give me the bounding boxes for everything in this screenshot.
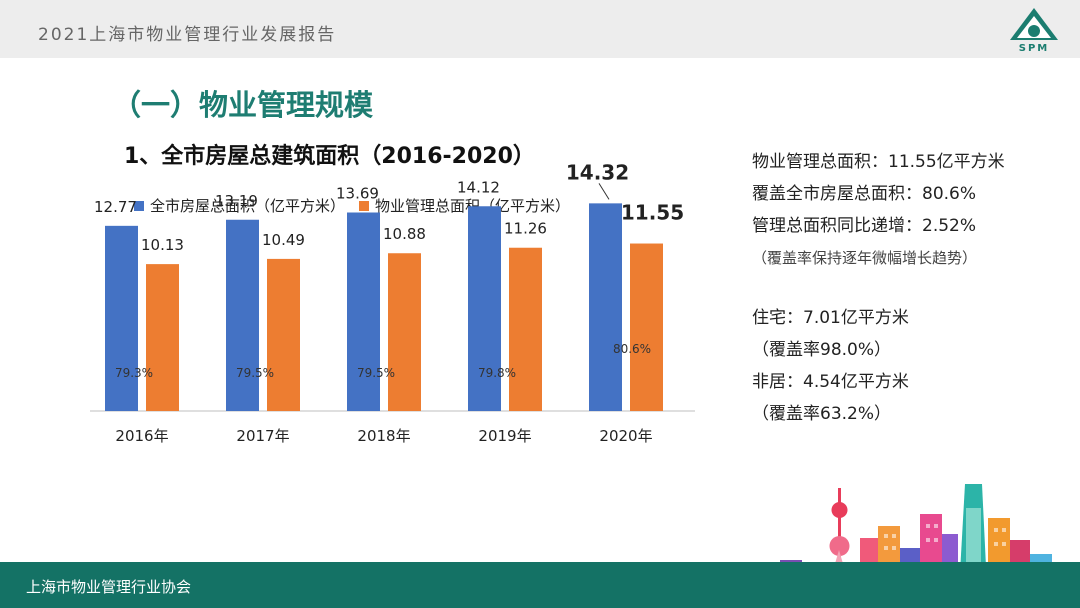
value-label-total-2018年: 13.69 [336, 184, 379, 202]
value-label-managed-2016年: 10.13 [141, 236, 184, 254]
bar-managed-2016年 [146, 264, 179, 411]
x-tick-label-2020年: 2020年 [599, 427, 652, 445]
stat-coverage-note: （覆盖率保持逐年微幅增长趋势） [752, 249, 978, 267]
stat-growth: 管理总面积同比递增：2.52% [752, 216, 977, 236]
spm-logo: SPM [1004, 6, 1064, 56]
footer-org-name: 上海市物业管理行业协会 [26, 578, 192, 596]
bar-total-2016年 [105, 225, 138, 411]
coverage-label-2017年: 79.5% [236, 366, 274, 380]
chart-title: 1、全市房屋总建筑面积（2016-2020） [124, 144, 535, 169]
report-title: 2021上海市物业管理行业发展报告 [38, 25, 337, 45]
bar-total-2018年 [347, 212, 380, 411]
legend-label-managed: 物业管理总面积（亿平方米） [375, 197, 571, 215]
coverage-label-2016年: 79.3% [115, 366, 153, 380]
stat-coverage: 覆盖全市房屋总面积：80.6% [752, 184, 977, 204]
bar-managed-2019年 [509, 247, 542, 411]
legend-swatch-blue [134, 200, 144, 211]
value-label-managed-2020年: 11.55 [621, 201, 684, 225]
x-tick-label-2019年: 2019年 [478, 427, 531, 445]
bar-managed-2020年 [630, 243, 663, 411]
value-label-managed-2019年: 11.26 [504, 220, 547, 238]
value-label-total-2017年: 13.19 [215, 192, 258, 210]
section-title: （一）物业管理规模 [112, 88, 374, 122]
header-band [0, 0, 1080, 58]
stat-residential: 住宅：7.01亿平方米 [752, 308, 909, 328]
stat-nonresidential: 非居：4.54亿平方米 [752, 372, 909, 392]
x-tick-label-2016年: 2016年 [115, 427, 168, 445]
legend-label-total: 全市房屋总面积（亿平方米） [150, 197, 346, 215]
legend-item-managed: 物业管理总面积（亿平方米） [359, 195, 570, 216]
value-label-total-2020年: 14.32 [566, 160, 629, 184]
footer-bar [0, 562, 1080, 608]
x-tick-label-2018年: 2018年 [357, 427, 410, 445]
stat-nonresidential-coverage: （覆盖率63.2%） [752, 404, 892, 424]
bar-total-2019年 [468, 206, 501, 411]
bar-managed-2017年 [267, 258, 300, 411]
legend-swatch-orange [359, 200, 370, 211]
value-label-total-2016年: 12.77 [94, 198, 137, 216]
value-label-total-2019年: 14.12 [457, 178, 500, 196]
stat-managed-area: 物业管理总面积：11.55亿平方米 [752, 152, 1005, 172]
value-label-managed-2017年: 10.49 [262, 231, 305, 249]
x-tick-label-2017年: 2017年 [236, 427, 289, 445]
coverage-label-2018年: 79.5% [357, 366, 395, 380]
logo-text: SPM [1018, 43, 1050, 54]
stat-residential-coverage: （覆盖率98.0%） [752, 340, 892, 360]
legend-item-total: 全市房屋总面积（亿平方米） [134, 195, 345, 216]
spm-logo-icon [1010, 8, 1058, 40]
chart-legend: 全市房屋总面积（亿平方米） 物业管理总面积（亿平方米） [134, 195, 584, 216]
coverage-label-2020年: 80.6% [613, 342, 651, 356]
bar-total-2020年 [589, 203, 622, 411]
bar-chart: 12.77 10.13 79.3% 2016年 13.19 10.49 79.5% 2017年… [90, 160, 695, 445]
bar-managed-2018年 [388, 253, 421, 411]
leader-line-2020 [598, 183, 610, 200]
value-label-managed-2018年: 10.88 [383, 225, 426, 243]
coverage-label-2019年: 79.8% [478, 366, 516, 380]
bar-total-2017年 [226, 219, 259, 411]
stats-panel: 物业管理总面积：11.55亿平方米 覆盖全市房屋总面积：80.6% 管理总面积同… [752, 146, 1072, 430]
